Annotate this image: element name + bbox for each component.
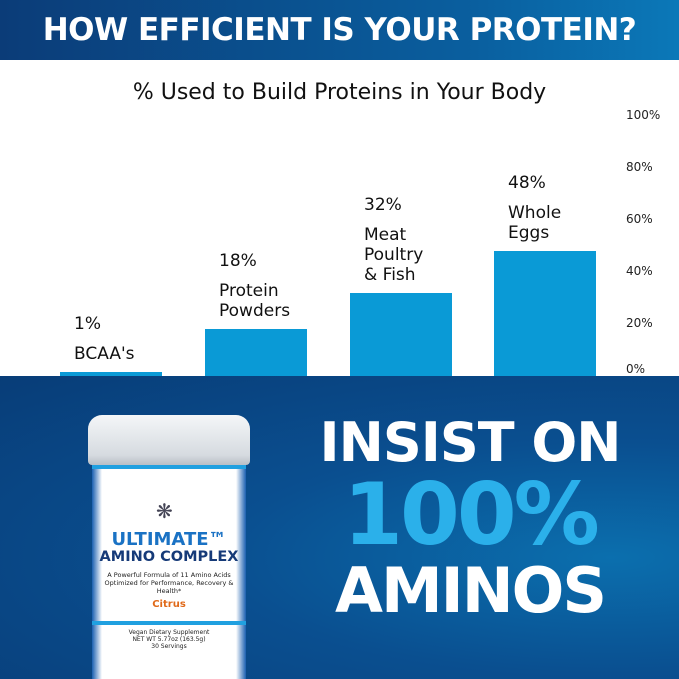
y-tick-label: 60% [626, 212, 653, 226]
y-tick-label: 40% [626, 264, 653, 278]
y-tick-label: 80% [626, 160, 653, 174]
chart-title: % Used to Build Proteins in Your Body [132, 80, 547, 105]
slogan-line-3: AMINOS [335, 554, 607, 627]
data-label: 48% [508, 173, 546, 194]
slogan-line-1: INSIST ON [319, 411, 622, 474]
category-label: Eggs [508, 223, 550, 244]
y-tick-label: 100% [626, 108, 661, 122]
category-label: Powders [219, 301, 291, 322]
product-flavor: Citrus [152, 599, 186, 610]
bar [494, 251, 596, 376]
product-footer: Vegan Dietary Supplement NET WT 5.77oz (… [92, 629, 246, 650]
data-label: 1% [74, 314, 101, 334]
product-name-1: ULTIMATE™ [111, 529, 227, 550]
category-label: Whole [508, 203, 562, 224]
slogan-line-2: 100% [343, 465, 600, 565]
bar [205, 329, 307, 376]
slogan: INSIST ON 100% AMINOS [300, 416, 640, 622]
product-name-2: AMINO COMPLEX [99, 549, 239, 565]
bar [60, 372, 162, 376]
category-label: BCAA's [74, 344, 135, 364]
category-label: & Fish [364, 264, 416, 285]
category-label: Protein [219, 281, 279, 302]
product-jar-image: ❋ ULTIMATE™ AMINO COMPLEX A Powerful For… [88, 415, 250, 679]
bar-label: 32% Meat Poultry & Fish [364, 195, 423, 285]
product-description: A Powerful Formula of 11 Amino Acids Opt… [104, 571, 234, 595]
footer-line: NET WT 5.77oz (163.5g) [132, 636, 206, 643]
jar-label: ❋ ULTIMATE™ AMINO COMPLEX A Powerful For… [92, 465, 246, 679]
jar-lid [88, 415, 250, 465]
bar [350, 292, 452, 376]
header-banner: HOW EFFICIENT IS YOUR PROTEIN? [0, 0, 679, 60]
category-label: Meat [364, 224, 407, 245]
data-label: 18% [219, 251, 257, 272]
bar-label: 18% Protein Powders [219, 251, 290, 321]
y-tick-label: 20% [626, 316, 653, 330]
category-label: Poultry [364, 244, 424, 265]
y-tick-label: 0% [626, 362, 646, 376]
footer-line: Vegan Dietary Supplement [128, 629, 210, 636]
molecule-logo-icon: ❋ [156, 499, 173, 523]
bar-label: 48% Whole Eggs [508, 173, 561, 243]
headline: HOW EFFICIENT IS YOUR PROTEIN? [42, 12, 637, 48]
bar-label: 1% BCAA's [74, 314, 135, 364]
label-band [92, 621, 246, 625]
data-label: 32% [364, 194, 402, 215]
footer-line: 30 Servings [151, 643, 187, 650]
